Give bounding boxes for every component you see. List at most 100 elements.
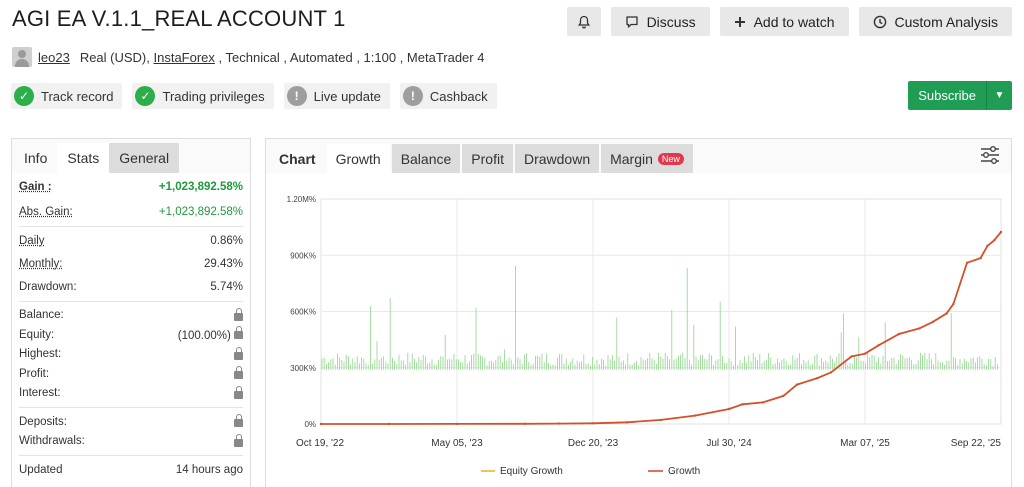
tab-profit[interactable]: Profit: [462, 144, 513, 173]
growth-point: [877, 344, 879, 346]
growth-point: [986, 245, 988, 247]
stat-label: Interest:: [19, 387, 61, 399]
badge-label: Trading privileges: [162, 89, 264, 104]
divider: [19, 407, 243, 408]
avatar[interactable]: [12, 47, 32, 67]
growth-point: [796, 383, 798, 385]
tab-margin[interactable]: Margin New: [601, 144, 693, 173]
growth-point: [864, 353, 866, 355]
check-icon: ✓: [135, 86, 155, 106]
growth-point: [898, 333, 900, 335]
tab-stats[interactable]: Stats: [57, 143, 109, 173]
account-meta: leo23 Real (USD), InstaForex , Technical…: [12, 47, 484, 67]
stat-value: +1,023,892.58%: [159, 181, 243, 193]
growth-point: [694, 414, 696, 416]
badge-label: Live update: [314, 89, 381, 104]
growth-point: [728, 408, 730, 410]
chart-tabs: Chart Growth Balance Profit Drawdown Mar…: [266, 139, 1011, 173]
stat-label[interactable]: Gain :: [19, 181, 52, 193]
badge-track-record[interactable]: ✓ Track record: [11, 83, 122, 109]
legend-equity-growth: Equity Growth: [500, 466, 563, 477]
plus-icon: [734, 16, 746, 28]
lock-icon: [234, 391, 243, 399]
growth-point: [816, 377, 818, 379]
growth-point: [945, 312, 947, 314]
discuss-button[interactable]: Discuss: [611, 7, 710, 36]
stat-deposits: Deposits:: [19, 412, 243, 432]
stat-updated: Updated 14 hours ago: [19, 460, 243, 480]
tab-drawdown[interactable]: Drawdown: [515, 144, 599, 173]
user-link[interactable]: leo23: [38, 50, 70, 65]
stat-withdrawals: Withdrawals:: [19, 432, 243, 452]
badge-live-update[interactable]: ! Live update: [284, 83, 390, 109]
page-title: AGI EA V.1.1_REAL ACCOUNT 1: [12, 6, 346, 32]
stat-value: 0.86%: [210, 235, 243, 247]
stat-label[interactable]: Abs. Gain:: [19, 206, 73, 218]
custom-analysis-button[interactable]: Custom Analysis: [859, 7, 1012, 36]
stat-value: 5.74%: [210, 281, 243, 293]
bell-icon: [577, 15, 591, 29]
growth-point: [626, 421, 628, 423]
analysis-label: Custom Analysis: [895, 14, 998, 30]
y-tick-label: 1.20M%: [287, 195, 316, 204]
growth-point: [320, 423, 322, 425]
badge-trading-privileges[interactable]: ✓ Trading privileges: [132, 83, 273, 109]
growth-point: [966, 262, 968, 264]
badge-cashback[interactable]: ! Cashback: [400, 83, 497, 109]
stat-label: Balance:: [19, 309, 64, 321]
clock-icon: [873, 15, 887, 29]
growth-point: [592, 422, 594, 424]
broker-link[interactable]: InstaForex: [154, 50, 215, 65]
chat-icon: [625, 15, 639, 29]
x-tick-label: May 05, '23: [431, 438, 483, 449]
chart-panel: Chart Growth Balance Profit Drawdown Mar…: [265, 138, 1012, 487]
stat-equity: Equity: (100.00%): [19, 325, 243, 345]
x-tick-label: Dec 20, '23: [568, 438, 619, 449]
tab-info[interactable]: Info: [14, 143, 57, 173]
growth-point: [830, 371, 832, 373]
subscribe-label[interactable]: Subscribe: [908, 81, 986, 110]
growth-point: [850, 355, 852, 357]
notify-button[interactable]: [567, 7, 601, 36]
stat-label: Highest:: [19, 348, 61, 360]
stats-list: Gain : +1,023,892.58% Abs. Gain: +1,023,89…: [12, 173, 250, 480]
exclamation-icon: !: [287, 86, 307, 106]
growth-chart[interactable]: 1.20M% 900K% 600K% 300K% 0% Oct 19, '22 May 05…: [266, 173, 1011, 487]
stat-label: Profit:: [19, 368, 49, 380]
y-tick-label: 0%: [304, 420, 316, 429]
growth-point: [952, 303, 954, 305]
legend-growth: Growth: [668, 466, 700, 477]
stat-value: (100.00%): [178, 330, 231, 342]
growth-point: [1000, 231, 1002, 233]
growth-point: [762, 401, 764, 403]
growth-point: [782, 395, 784, 397]
stat-label[interactable]: Monthly:: [19, 258, 62, 270]
stat-highest: Highest:: [19, 345, 243, 365]
stat-value: 29.43%: [204, 258, 243, 270]
x-tick-label: Oct 19, '22: [296, 438, 344, 449]
tab-growth[interactable]: Growth: [327, 144, 390, 173]
x-tick-label: Sep 22, '25: [951, 438, 1002, 449]
stat-drawdown: Drawdown: 5.74%: [19, 277, 243, 297]
top-toolbar: Discuss Add to watch Custom Analysis: [567, 7, 1012, 36]
stat-abs-gain: Abs. Gain: +1,023,892.58%: [19, 203, 243, 223]
subscribe-button[interactable]: Subscribe ▼: [908, 81, 1012, 110]
growth-point: [741, 403, 743, 405]
lock-icon: [234, 313, 243, 321]
growth-line: [321, 232, 1001, 424]
tab-general[interactable]: General: [109, 143, 179, 173]
x-tick-label: Mar 07, '25: [840, 438, 890, 449]
stat-label[interactable]: Daily: [19, 235, 45, 247]
stat-label: Drawdown:: [19, 281, 77, 293]
stat-value: +1,023,892.58%: [159, 206, 243, 218]
watch-label: Add to watch: [754, 14, 835, 30]
stat-label: Withdrawals:: [19, 435, 85, 447]
stat-monthly: Monthly: 29.43%: [19, 255, 243, 275]
chevron-down-icon[interactable]: ▼: [986, 81, 1012, 110]
stat-interest: Interest:: [19, 384, 243, 404]
growth-point: [558, 422, 560, 424]
add-to-watch-button[interactable]: Add to watch: [720, 7, 849, 36]
chart-settings-icon[interactable]: [979, 146, 1001, 164]
y-tick-label: 300K%: [290, 364, 316, 373]
tab-balance[interactable]: Balance: [392, 144, 461, 173]
